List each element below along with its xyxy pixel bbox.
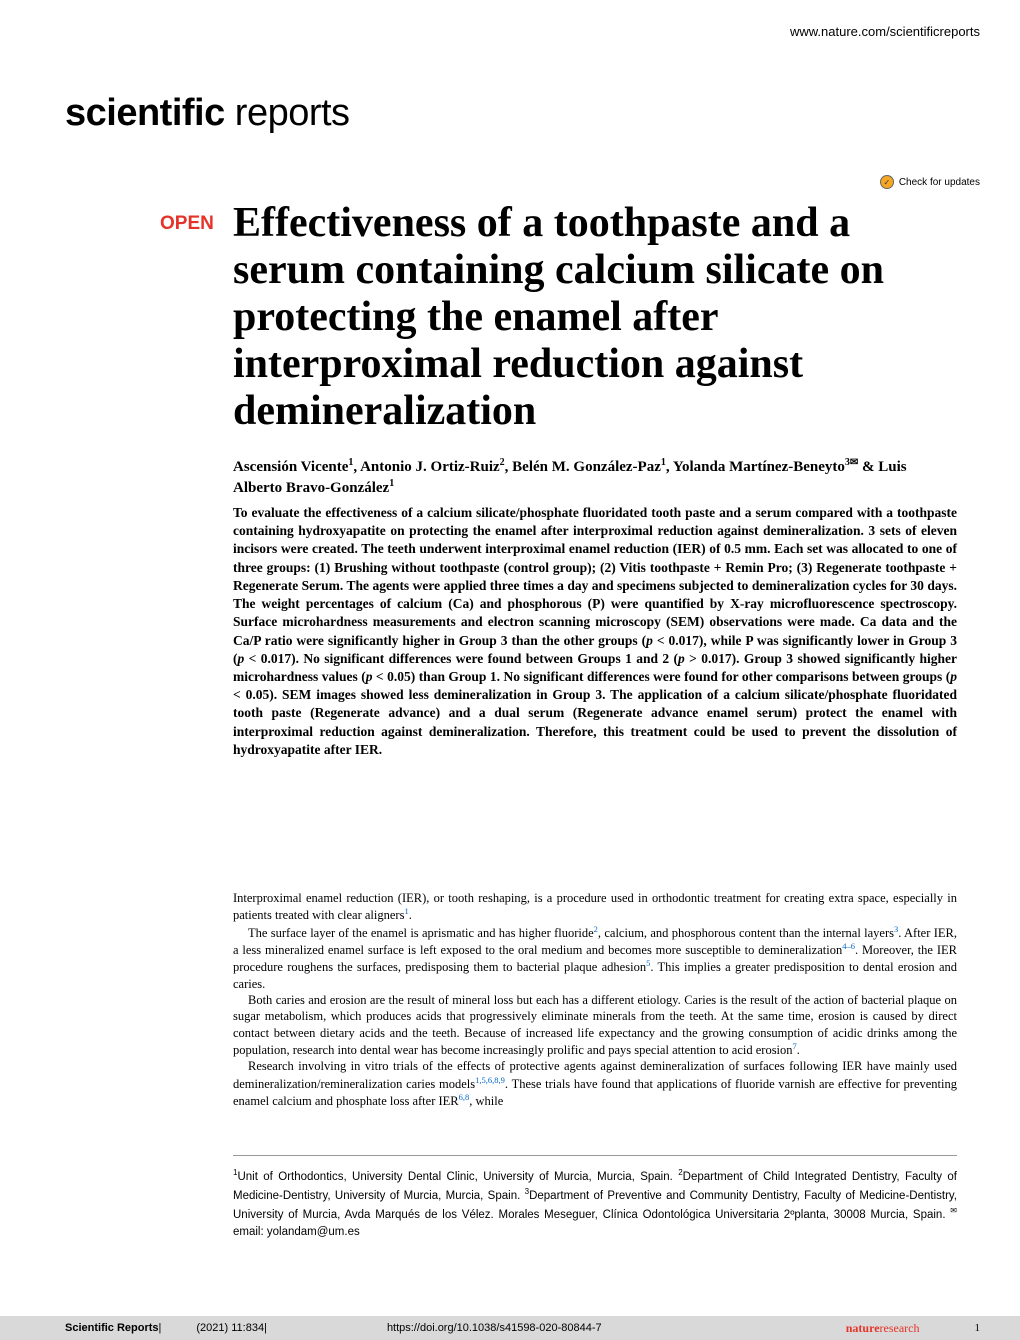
body-paragraph-3: Both caries and erosion are the result o… <box>233 992 957 1058</box>
footer-journal-name: Scientific Reports <box>65 1322 159 1334</box>
page-footer: Scientific Reports | (2021) 11:834 | htt… <box>0 1316 1020 1340</box>
journal-logo: scientific reports <box>65 92 350 135</box>
footer-separator: | <box>264 1322 267 1334</box>
journal-logo-rest: reports <box>225 92 350 134</box>
footer-citation: (2021) 11:834 <box>196 1322 264 1334</box>
check-updates-icon: ✓ <box>880 175 894 189</box>
journal-logo-bold: scientific <box>65 92 225 134</box>
footer-separator: | <box>159 1322 162 1334</box>
ref-link[interactable]: 4–6 <box>842 941 855 951</box>
article-title: Effectiveness of a toothpaste and a seru… <box>233 200 957 435</box>
abstract-text: To evaluate the effectiveness of a calci… <box>233 504 957 759</box>
author-list: Ascensión Vicente1, Antonio J. Ortiz-Rui… <box>233 456 957 499</box>
footer-page-number: 1 <box>975 1322 981 1334</box>
footer-doi[interactable]: https://doi.org/10.1038/s41598-020-80844… <box>387 1322 602 1334</box>
check-updates-label: Check for updates <box>899 177 980 188</box>
body-paragraph-1: Interproximal enamel reduction (IER), or… <box>233 890 957 924</box>
footer-brand: natureresearch <box>846 1321 920 1336</box>
body-paragraph-2: The surface layer of the enamel is apris… <box>233 924 957 992</box>
ref-link[interactable]: 7 <box>793 1041 797 1051</box>
open-access-badge: OPEN <box>160 213 214 235</box>
author-affiliations: 1Unit of Orthodontics, University Dental… <box>233 1155 957 1241</box>
body-paragraph-4: Research involving in vitro trials of th… <box>233 1058 957 1109</box>
ref-link[interactable]: 1 <box>404 906 408 916</box>
article-body: Interproximal enamel reduction (IER), or… <box>233 890 957 1109</box>
ref-link[interactable]: 1,5,6,8,9 <box>475 1075 505 1085</box>
check-for-updates-button[interactable]: ✓ Check for updates <box>880 175 980 189</box>
journal-url: www.nature.com/scientificreports <box>790 24 980 39</box>
ref-link[interactable]: 6,8 <box>459 1092 470 1102</box>
